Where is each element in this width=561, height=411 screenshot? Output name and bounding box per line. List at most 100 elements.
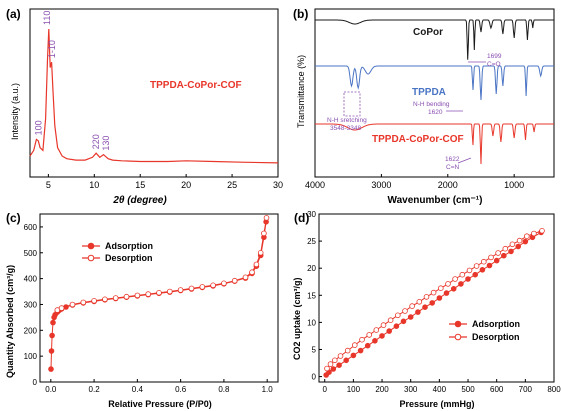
legend-adsorption-marker [87, 242, 95, 250]
annotation-nh-stretching: N-H sretching [327, 117, 367, 124]
x-tick-label: 500 [461, 385, 475, 394]
panel-d: (d) 0 100 200 300 400 500 600 700 800 0 5 10 15 20 25 3… [292, 210, 561, 409]
data-point-desorption [430, 289, 437, 296]
x-tick-label: 4000 [305, 180, 325, 190]
annotation-1699: 1699 [487, 53, 502, 60]
y-tick-label: 100 [24, 352, 38, 361]
y-tick-label: 0 [312, 373, 317, 382]
data-point-adsorption [393, 323, 400, 330]
data-point-desorption [221, 280, 227, 287]
data-point-adsorption [50, 319, 56, 326]
panel-d-label: (d) [294, 211, 309, 225]
panel-b-x-ticks: 4000 3000 2000 1000 [305, 174, 524, 190]
x-tick-label: 1000 [504, 180, 524, 190]
data-point-adsorption [500, 252, 507, 259]
data-point-desorption [416, 298, 423, 305]
y-tick-label: 15 [307, 291, 316, 300]
panel-d-ticks: 0 100 200 300 400 500 600 700 800 0 5 10 15 20 25 30 [307, 210, 561, 394]
data-point-desorption [188, 285, 195, 292]
series-line-desorption [57, 217, 267, 311]
y-tick-label: 30 [307, 210, 316, 219]
panel-c-ticks: 0.0 0.2 0.4 0.6 0.8 1.0 0 100 200 300 400 500 600 [24, 223, 274, 394]
panel-c-y-axis-label: Quantity Absorbed (cm³/g) [5, 265, 15, 378]
data-point-adsorption [386, 328, 393, 334]
annotation-3548-3348: 3548-3348 [330, 125, 361, 132]
panel-a-frame [29, 8, 279, 178]
x-tick-label: 100 [347, 385, 361, 394]
x-tick-label: 0 [323, 385, 328, 394]
panel-d-y-axis-label: CO2 uptake (cm³/g) [292, 277, 302, 360]
data-point-desorption [145, 291, 152, 297]
peak-label: 220 [91, 134, 101, 149]
data-point-adsorption [407, 314, 414, 320]
data-point-desorption [91, 297, 97, 304]
data-point-adsorption [458, 281, 464, 287]
data-point-adsorption [493, 257, 500, 264]
x-tick-label: 0.0 [45, 385, 57, 394]
data-point-desorption [437, 285, 444, 292]
data-point-desorption [373, 327, 380, 333]
y-tick-label: 500 [24, 249, 38, 258]
x-tick-label: 0.6 [175, 385, 187, 394]
data-point-adsorption [379, 333, 385, 339]
data-point-desorption [261, 230, 267, 237]
panel-a-series-line [29, 28, 279, 164]
data-point-adsorption [330, 366, 337, 372]
data-point-adsorption [486, 262, 493, 269]
data-point-adsorption [479, 266, 486, 273]
panel-a-peak-labels: 100 110 1-10 220 130 [33, 11, 111, 151]
panel-d-series [323, 228, 545, 378]
data-point-adsorption [415, 309, 421, 315]
y-tick-label: 300 [24, 300, 38, 309]
x-tick-label: 1.0 [262, 385, 274, 394]
data-point-adsorption [515, 243, 521, 250]
panel-c-x-axis-label: Relative Pressure (P/P0) [108, 399, 212, 409]
data-point-desorption [502, 245, 509, 252]
x-tick-label: 400 [433, 385, 447, 394]
data-point-desorption [156, 289, 162, 296]
peak-label: 110 [42, 11, 52, 25]
data-point-desorption [134, 292, 141, 299]
y-tick-label: 25 [307, 237, 316, 246]
x-tick-label: 3000 [371, 180, 391, 190]
data-point-desorption [402, 308, 408, 314]
data-point-adsorption [357, 347, 364, 354]
panel-b-series-tppda [315, 65, 554, 101]
data-point-desorption [380, 322, 387, 328]
data-point-desorption [337, 353, 344, 359]
panel-a-x-ticks: 5 10 15 20 25 30 [46, 174, 283, 190]
panel-a: (a) 5 10 15 20 25 30 100 110 1-10 220 130 TPPDA-C… [6, 7, 283, 206]
data-point-adsorption [48, 348, 55, 354]
data-point-desorption [253, 261, 260, 268]
data-point-adsorption [422, 304, 428, 311]
legend-desorption-marker [454, 333, 462, 341]
x-tick-label: 800 [547, 385, 561, 394]
data-point-adsorption [336, 362, 342, 369]
annotation-1622: 1622 [445, 156, 460, 163]
data-point-desorption [324, 365, 330, 372]
data-point-desorption [344, 347, 351, 354]
panel-b-y-axis-label: Transmittance (%) [296, 55, 306, 128]
y-tick-label: 0 [33, 378, 38, 387]
data-point-desorption [445, 281, 451, 287]
data-point-desorption [331, 357, 338, 364]
panel-a-y-axis-label: Intensity (a.u.) [10, 83, 20, 140]
panel-c: (c) 0.0 0.2 0.4 0.6 0.8 1.0 0 100 200 300 400 500 60… [5, 211, 279, 409]
panel-d-x-axis-label: Pressure (mmHg) [399, 399, 474, 409]
panel-b-series-cof [315, 123, 554, 165]
y-tick-label: 20 [307, 264, 316, 273]
data-point-adsorption [343, 357, 350, 364]
x-tick-label: 2000 [438, 180, 458, 190]
data-point-desorption [459, 271, 466, 278]
data-point-desorption [488, 254, 494, 261]
x-tick-label: 5 [46, 180, 51, 190]
legend-adsorption-label: Adsorption [105, 241, 153, 251]
x-tick-label: 15 [135, 180, 145, 190]
data-point-desorption [387, 317, 394, 324]
legend-desorption-label: Desorption [472, 332, 520, 342]
panel-b-series-label-tppda: TPPDA [412, 87, 446, 98]
x-tick-label: 200 [375, 385, 389, 394]
data-point-desorption [102, 296, 108, 303]
data-point-desorption [249, 269, 255, 276]
